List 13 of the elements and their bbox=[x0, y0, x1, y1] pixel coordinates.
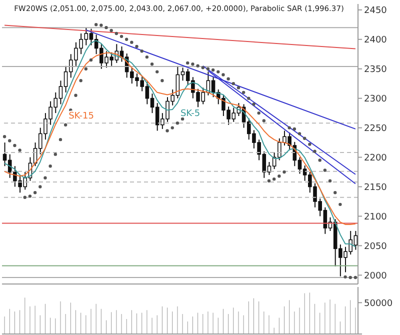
y-tick-label: 2150 bbox=[364, 182, 388, 193]
y-tick-label: 2300 bbox=[364, 94, 388, 105]
y-tick-label: 50000 bbox=[364, 298, 393, 309]
y-tick-label: 2000 bbox=[364, 271, 388, 282]
y-tick-label: 2200 bbox=[364, 153, 388, 164]
y-tick-label: 2450 bbox=[364, 6, 388, 16]
y-tick-label: 2100 bbox=[364, 212, 388, 222]
series-label: SK-15 bbox=[68, 111, 94, 122]
y-tick-label: 2050 bbox=[364, 242, 388, 252]
y-tick-label: 2350 bbox=[364, 65, 388, 76]
series-label: SK-5 bbox=[180, 109, 200, 120]
y-tick-label: 2250 bbox=[364, 124, 388, 134]
y-tick-label: 2400 bbox=[364, 36, 388, 46]
